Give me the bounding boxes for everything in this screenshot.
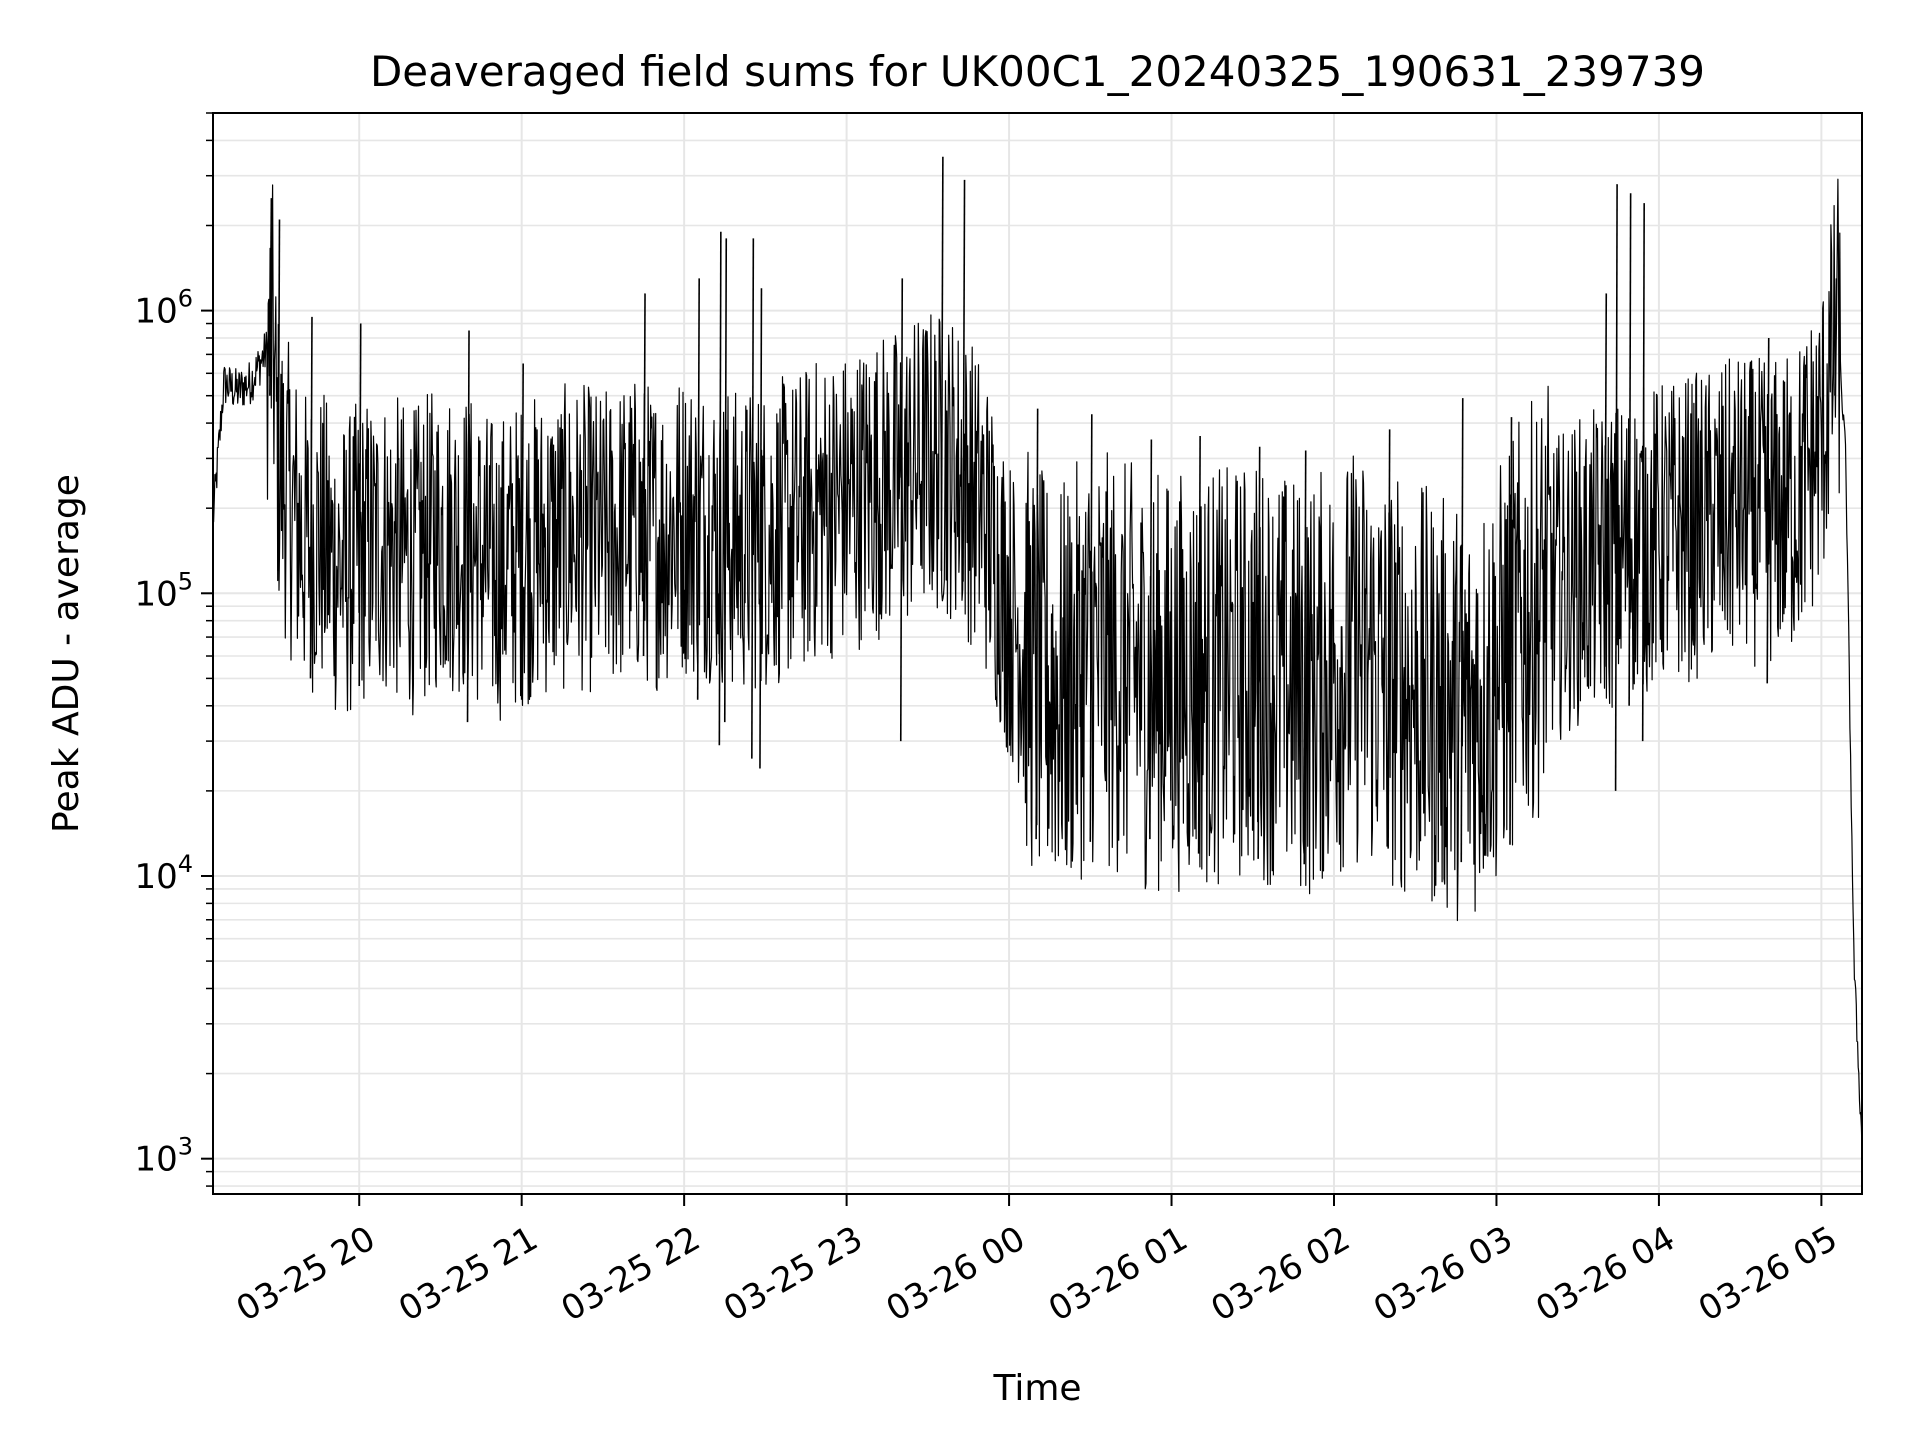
y-tick-label: 104: [134, 850, 193, 897]
series-spike: [751, 238, 755, 759]
series-spike: [1766, 337, 1770, 684]
series-spike: [723, 238, 728, 723]
series-spike: [269, 198, 273, 396]
y-tick-label-base: 10: [134, 1140, 177, 1180]
series-spike: [1089, 414, 1093, 842]
y-tick-label: 106: [134, 285, 193, 332]
series-spike: [1509, 417, 1513, 845]
series-spike: [520, 363, 524, 700]
series-spike: [309, 316, 313, 679]
series-spike: [358, 323, 362, 686]
series-spike: [899, 278, 904, 742]
y-tick-label-exponent: 6: [178, 285, 193, 313]
y-tick-label-base: 10: [134, 857, 177, 897]
series-spike: [1197, 436, 1201, 854]
y-tick-label-base: 10: [134, 574, 177, 614]
y-tick-label-exponent: 5: [178, 567, 193, 595]
series-spike: [759, 288, 763, 769]
series-spike: [1603, 293, 1608, 667]
series-spike: [277, 219, 281, 571]
y-tick-label-exponent: 3: [178, 1133, 193, 1161]
chart-title: Deaveraged field sums for UK00C1_2024032…: [370, 47, 1705, 96]
y-tick-label-exponent: 4: [178, 850, 193, 878]
y-axis-label: Peak ADU - average: [46, 474, 87, 833]
series-spike: [1834, 278, 1838, 396]
series-spike: [1614, 184, 1618, 791]
series-spike: [940, 156, 944, 571]
y-tick-label: 105: [134, 567, 193, 614]
series-spike: [466, 330, 470, 723]
series-spike: [962, 179, 966, 582]
series-spike: [1257, 446, 1261, 859]
y-tick-label-base: 10: [134, 292, 177, 332]
series-spike: [1035, 408, 1039, 840]
series-spike: [696, 278, 700, 700]
series-spike: [1628, 193, 1632, 706]
series-spike: [1303, 450, 1307, 865]
series-spike: [1387, 429, 1391, 849]
y-tick-label: 103: [134, 1133, 193, 1180]
series-spike: [1460, 398, 1464, 863]
x-axis-label: Time: [992, 1368, 1081, 1409]
series-spike: [1149, 439, 1153, 840]
series-spike: [718, 231, 722, 746]
series-layer: [212, 156, 1863, 1151]
plot-frame: [212, 112, 1863, 1195]
series-spike: [1641, 203, 1645, 742]
series-spike: [642, 293, 646, 657]
